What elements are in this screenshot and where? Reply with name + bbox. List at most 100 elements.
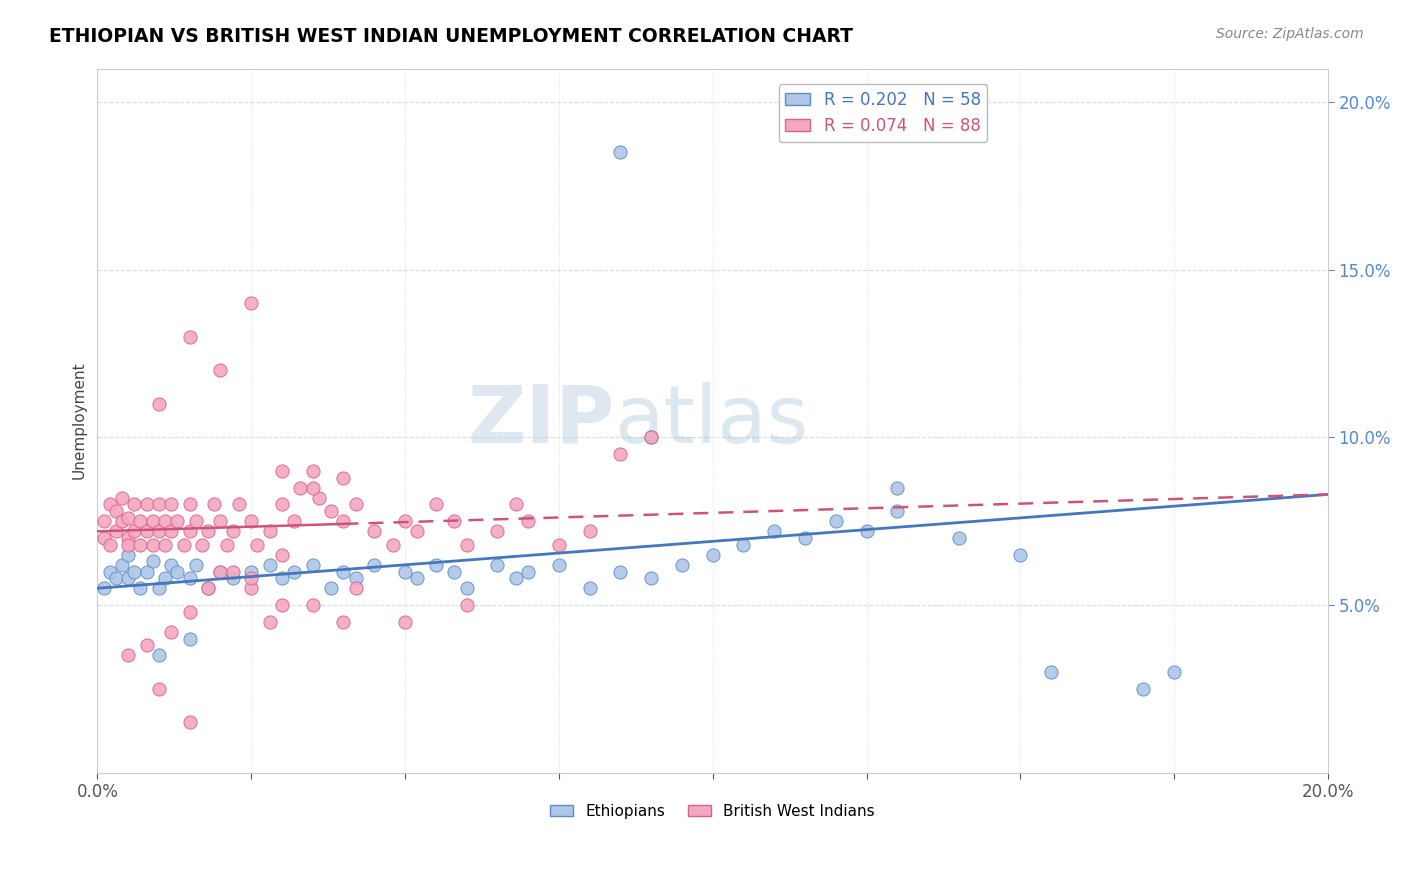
Point bbox=[1040, 665, 1063, 680]
Point bbox=[222, 571, 245, 585]
Point bbox=[148, 397, 170, 411]
Point bbox=[179, 605, 201, 619]
Point bbox=[547, 558, 569, 572]
Point bbox=[209, 514, 232, 528]
Point bbox=[456, 582, 478, 596]
Point bbox=[271, 464, 294, 478]
Point bbox=[240, 571, 263, 585]
Point bbox=[671, 558, 693, 572]
Point bbox=[578, 582, 600, 596]
Point bbox=[425, 558, 447, 572]
Point bbox=[179, 498, 201, 512]
Point bbox=[517, 514, 540, 528]
Point bbox=[209, 565, 232, 579]
Point bbox=[259, 524, 281, 539]
Point bbox=[240, 565, 263, 579]
Point bbox=[332, 514, 354, 528]
Point bbox=[117, 531, 139, 545]
Point bbox=[148, 582, 170, 596]
Point bbox=[191, 538, 214, 552]
Point bbox=[160, 524, 183, 539]
Point bbox=[129, 582, 152, 596]
Point bbox=[702, 548, 724, 562]
Point bbox=[104, 571, 127, 585]
Point bbox=[344, 582, 367, 596]
Point bbox=[142, 538, 165, 552]
Point bbox=[160, 558, 183, 572]
Text: atlas: atlas bbox=[614, 382, 808, 459]
Point bbox=[153, 538, 176, 552]
Point bbox=[609, 447, 631, 461]
Point bbox=[104, 524, 127, 539]
Point bbox=[179, 571, 201, 585]
Point bbox=[321, 582, 343, 596]
Point bbox=[179, 524, 201, 539]
Point bbox=[117, 648, 139, 663]
Point bbox=[160, 624, 183, 639]
Point bbox=[456, 538, 478, 552]
Point bbox=[332, 615, 354, 629]
Point bbox=[517, 565, 540, 579]
Point bbox=[609, 145, 631, 160]
Point bbox=[179, 632, 201, 646]
Point bbox=[301, 464, 323, 478]
Point bbox=[308, 491, 330, 505]
Point bbox=[111, 558, 134, 572]
Point bbox=[135, 565, 157, 579]
Point bbox=[209, 363, 232, 377]
Text: Source: ZipAtlas.com: Source: ZipAtlas.com bbox=[1216, 27, 1364, 41]
Point bbox=[148, 681, 170, 696]
Point bbox=[283, 514, 305, 528]
Point bbox=[271, 548, 294, 562]
Point bbox=[124, 565, 146, 579]
Point bbox=[609, 565, 631, 579]
Point bbox=[240, 582, 263, 596]
Point bbox=[104, 504, 127, 518]
Text: ZIP: ZIP bbox=[467, 382, 614, 459]
Point bbox=[301, 558, 323, 572]
Point bbox=[301, 481, 323, 495]
Point bbox=[240, 514, 263, 528]
Point bbox=[148, 498, 170, 512]
Text: ETHIOPIAN VS BRITISH WEST INDIAN UNEMPLOYMENT CORRELATION CHART: ETHIOPIAN VS BRITISH WEST INDIAN UNEMPLO… bbox=[49, 27, 853, 45]
Point bbox=[406, 524, 429, 539]
Point bbox=[117, 571, 139, 585]
Point bbox=[640, 430, 662, 444]
Point bbox=[111, 491, 134, 505]
Point bbox=[855, 524, 877, 539]
Point bbox=[394, 565, 416, 579]
Point bbox=[135, 638, 157, 652]
Point bbox=[153, 514, 176, 528]
Point bbox=[640, 430, 662, 444]
Point bbox=[824, 514, 846, 528]
Point bbox=[117, 548, 139, 562]
Point bbox=[93, 531, 115, 545]
Point bbox=[222, 565, 245, 579]
Point bbox=[443, 565, 465, 579]
Point bbox=[148, 648, 170, 663]
Point bbox=[153, 571, 176, 585]
Point bbox=[363, 524, 385, 539]
Point bbox=[486, 558, 509, 572]
Point bbox=[98, 498, 121, 512]
Point bbox=[283, 565, 305, 579]
Point bbox=[394, 615, 416, 629]
Point bbox=[240, 296, 263, 310]
Point bbox=[886, 504, 908, 518]
Point bbox=[344, 571, 367, 585]
Point bbox=[578, 524, 600, 539]
Point bbox=[259, 615, 281, 629]
Point bbox=[1010, 548, 1032, 562]
Point bbox=[197, 524, 219, 539]
Point bbox=[135, 498, 157, 512]
Point bbox=[332, 565, 354, 579]
Point bbox=[271, 598, 294, 612]
Point bbox=[173, 538, 195, 552]
Point bbox=[202, 498, 225, 512]
Point bbox=[271, 571, 294, 585]
Point bbox=[179, 330, 201, 344]
Point bbox=[948, 531, 970, 545]
Y-axis label: Unemployment: Unemployment bbox=[72, 362, 86, 479]
Point bbox=[271, 498, 294, 512]
Point bbox=[98, 565, 121, 579]
